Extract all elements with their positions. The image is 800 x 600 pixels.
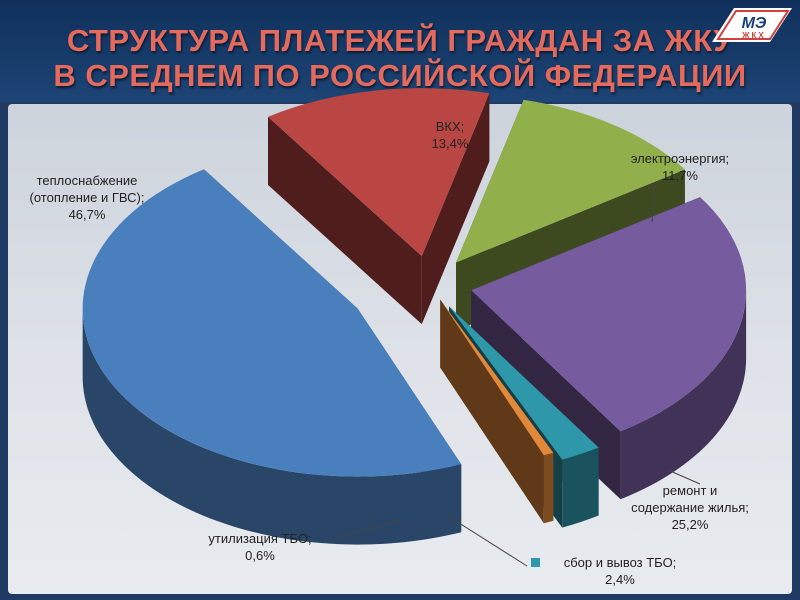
pie-slice-vkh (267, 88, 490, 325)
slice-label-heating-value: 46,7% (68, 207, 106, 222)
slice-label-waste-disposal-value: 0,6% (245, 548, 275, 563)
leader-line-electricity (651, 182, 656, 223)
slice-label-waste-collection-name: сбор и вывоз ТБО; (563, 555, 677, 570)
logo-text: МЭ (742, 15, 767, 32)
slide-header: СТРУКТУРА ПЛАТЕЖЕЙ ГРАЖДАН ЗА ЖКУ В СРЕД… (0, 0, 800, 102)
slice-label-heating: теплоснабжение (отопление и ГВС); 46,7% (12, 172, 162, 223)
slice-label-maintenance-value: 25,2% (671, 517, 709, 532)
slice-label-heating-line2: (отопление и ГВС); (29, 190, 145, 205)
leader-line-maintenance (667, 469, 701, 485)
slice-label-electricity: электроэнергия; 11,7% (605, 150, 755, 184)
legend-key-waste-collection (531, 558, 540, 567)
slice-label-maintenance-line1: ремонт и (662, 483, 718, 498)
slice-label-vkh: ВКХ; 13,4% (400, 118, 500, 152)
slice-label-waste-disposal-name: утилизация ТБО; (208, 531, 312, 546)
slide-title-line-2: В СРЕДНЕМ ПО РОССИЙСКОЙ ФЕДЕРАЦИИ (53, 58, 747, 93)
slice-label-vkh-name: ВКХ; (435, 119, 465, 134)
slice-label-electricity-value: 11,7% (662, 168, 698, 183)
pie-slice-heating (82, 169, 462, 545)
leader-line-waste-collection (447, 515, 528, 567)
slice-label-electricity-name: электроэнергия; (630, 151, 730, 166)
leader-line-waste-disposal (329, 519, 403, 541)
slice-label-waste-collection-value: 2,4% (605, 572, 635, 587)
mezhkh-logo: МЭ ЖКХ (712, 8, 792, 42)
slice-label-waste-collection: сбор и вывоз ТБО; 2,4% (540, 554, 700, 588)
pie-slice-waste-disposal (440, 299, 554, 524)
logo-subtext: ЖКХ (741, 31, 765, 40)
slice-label-maintenance: ремонт и содержание жилья; 25,2% (600, 482, 780, 533)
slice-label-maintenance-line2: содержание жилья; (631, 500, 749, 515)
slide-title-line-1: СТРУКТУРА ПЛАТЕЖЕЙ ГРАЖДАН ЗА ЖКУ (66, 23, 734, 58)
slice-label-waste-disposal: утилизация ТБО; 0,6% (190, 530, 330, 564)
slice-label-heating-line1: теплоснабжение (36, 173, 138, 188)
slice-label-vkh-value: 13,4% (431, 136, 469, 151)
